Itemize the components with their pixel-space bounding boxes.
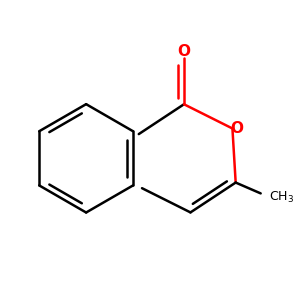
- Text: O: O: [178, 44, 190, 59]
- Text: CH$_3$: CH$_3$: [269, 190, 294, 205]
- Text: O: O: [230, 121, 243, 136]
